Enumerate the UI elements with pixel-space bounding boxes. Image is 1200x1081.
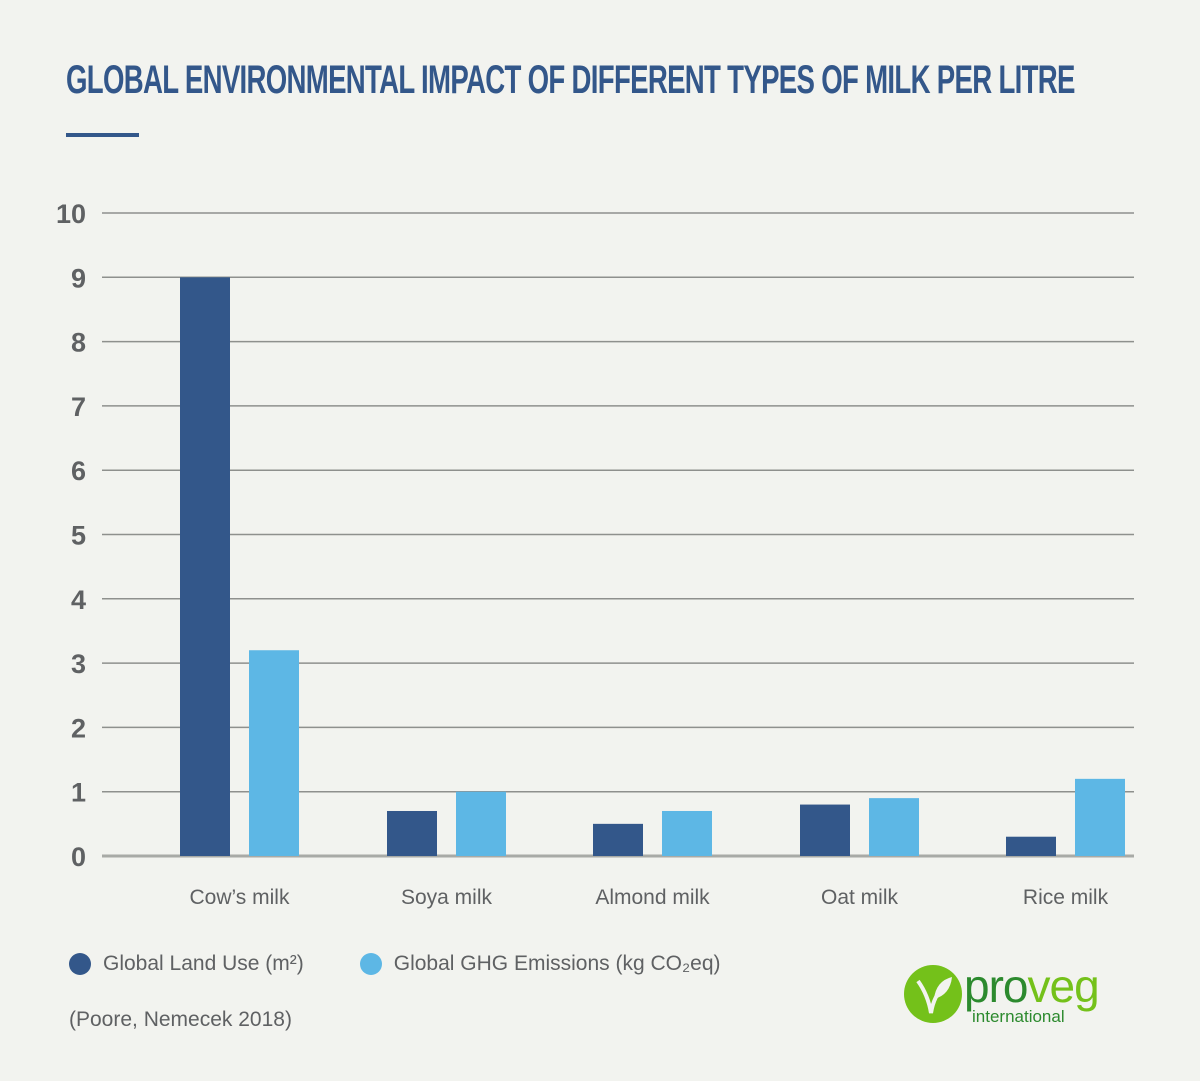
legend-item-land-use: Global Land Use (m²) [69,952,304,976]
bar-ghg-3 [869,798,919,856]
y-tick-label: 5 [71,521,86,551]
logo-wordmark: proveg [964,959,1100,1013]
x-tick-label: Oat milk [821,886,899,909]
y-tick-label: 0 [71,842,86,872]
y-tick-label: 2 [71,713,86,743]
bar-chart: 0 1 2 3 4 5 6 7 8 9 10 Cow’s milk Soya milk Almond m… [56,199,1134,909]
y-tick-label: 1 [71,778,86,808]
legend-dot-ghg-icon [359,953,382,975]
bar-land-use-0 [180,277,230,856]
legend-label-ghg: Global GHG Emissions (kg CO₂eq) [393,952,721,975]
bar-land-use-1 [387,810,437,856]
y-tick-label: 3 [71,649,86,679]
x-tick-label: Almond milk [595,886,710,909]
x-axis-ticks: Cow’s milk Soya milk Almond milk Oat milk Ri… [190,886,1109,909]
legend-label-land-use: Global Land Use (m²) [103,952,304,975]
x-tick-label: Rice milk [1023,886,1109,909]
leaf-logo-icon [904,965,962,1023]
y-tick-label: 7 [71,392,86,422]
y-tick-label: 10 [56,199,86,229]
y-tick-label: 6 [71,456,86,486]
y-axis-ticks: 0 1 2 3 4 5 6 7 8 9 10 [56,199,86,872]
legend: Global Land Use (m²) Global GHG Emission… [69,952,777,976]
bar-land-use-2 [593,823,643,856]
x-tick-label: Soya milk [401,886,493,909]
y-tick-label: 8 [71,328,86,358]
chart-title: GLOBAL ENVIRONMENTAL IMPACT OF DIFFERENT… [66,58,1075,102]
bar-ghg-0 [249,650,299,856]
bar-ghg-4 [1075,778,1125,856]
proveg-logo: proveg international [904,960,1144,1035]
bar-ghg-2 [662,810,712,856]
x-tick-label: Cow’s milk [190,886,290,909]
y-tick-label: 4 [71,585,86,615]
title-underline [66,133,139,137]
bar-land-use-3 [800,804,850,856]
legend-item-ghg: Global GHG Emissions (kg CO₂eq) [359,952,721,976]
source-citation: (Poore, Nemecek 2018) [69,1008,292,1031]
y-tick-label: 9 [71,263,86,293]
logo-subtitle: international [972,1007,1065,1026]
legend-dot-land-use-icon [69,953,91,975]
bars [180,277,1125,856]
logo-pro: pro [964,960,1028,1012]
bar-ghg-1 [456,791,506,856]
logo-veg: veg [1027,960,1099,1012]
bar-land-use-4 [1006,836,1056,856]
